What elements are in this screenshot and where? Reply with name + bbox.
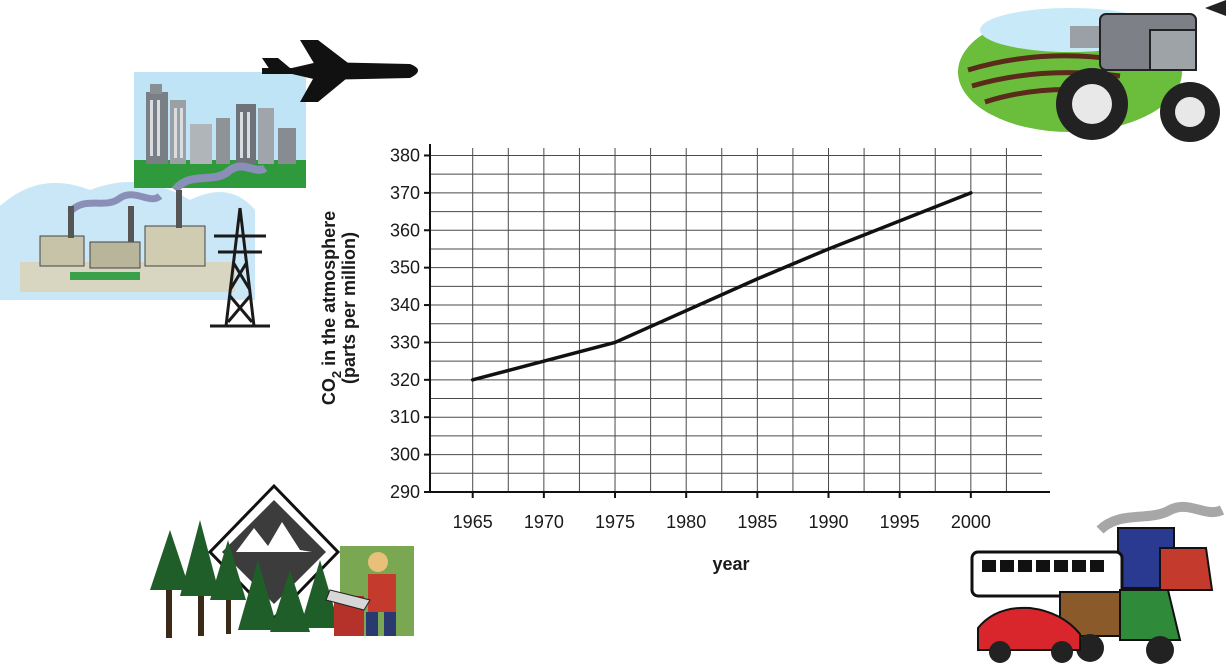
y-tick-label: 340	[390, 295, 420, 315]
x-tick-labels: 1965 1970 1975 1980 1985 1990 1995 2000	[453, 512, 991, 532]
airplane-illustration	[262, 40, 418, 102]
x-tick-label: 2000	[951, 512, 991, 532]
city-factory-powerline-illustration	[0, 72, 306, 328]
data-series	[470, 191, 973, 382]
vehicles-illustration	[970, 501, 1225, 664]
x-tick-label: 1970	[524, 512, 564, 532]
farm-tractor-illustration	[958, 0, 1226, 142]
y-tick-label: 350	[390, 258, 420, 278]
x-tick-label: 1975	[595, 512, 635, 532]
y-axis-title-rest: in the atmosphere	[319, 211, 339, 371]
y-tick-label: 380	[390, 145, 420, 165]
svg-text:CO2 in the atmosphere: CO2 in the atmosphere	[319, 211, 344, 405]
y-tick-label: 320	[390, 370, 420, 390]
x-tick-label: 1965	[453, 512, 493, 532]
y-tick-labels: 290 300 310 320 330 340 350 360 370 380	[390, 145, 420, 502]
y-tick-label: 300	[390, 445, 420, 465]
y-axis-title-co: CO	[319, 378, 339, 405]
y-tick-label: 370	[390, 183, 420, 203]
y-axis-title-subscript: 2	[329, 371, 344, 378]
y-tick-label: 310	[390, 407, 420, 427]
x-tick-label: 1995	[880, 512, 920, 532]
x-tick-label: 1980	[666, 512, 706, 532]
x-axis-title: year	[712, 554, 749, 574]
grid-lines	[430, 148, 1042, 492]
y-tick-label: 290	[390, 482, 420, 502]
y-tick-label: 360	[390, 220, 420, 240]
axes	[424, 144, 1050, 498]
y-tick-label: 330	[390, 332, 420, 352]
series-line-co2	[470, 191, 973, 382]
y-axis-title-units: (parts per million)	[339, 232, 359, 384]
forest-logging-illustration	[150, 483, 414, 638]
x-tick-label: 1990	[808, 512, 848, 532]
y-axis-title: CO2 in the atmosphere (parts per million…	[319, 211, 359, 405]
x-tick-label: 1985	[737, 512, 777, 532]
